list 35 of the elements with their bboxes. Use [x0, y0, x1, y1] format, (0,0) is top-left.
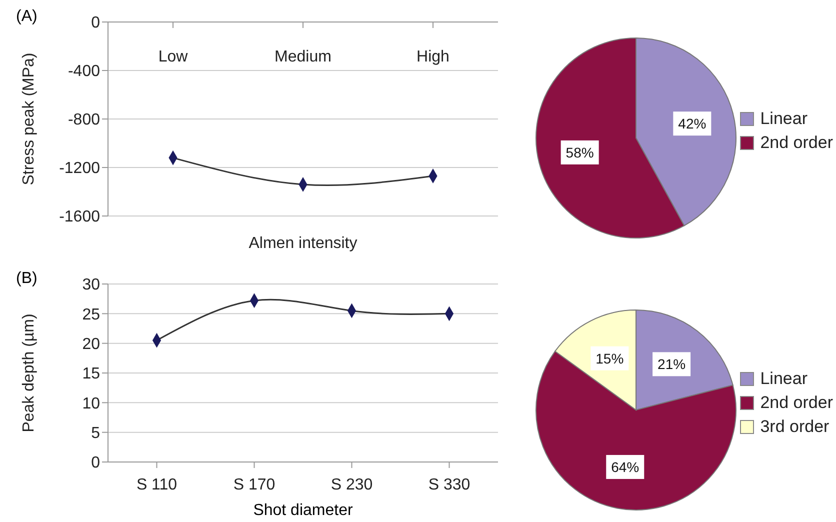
x-tick-label: Low	[158, 48, 188, 66]
data-label: 15%	[596, 350, 624, 366]
x-tick-label: High	[416, 48, 450, 66]
y-tick-label: -1600	[59, 208, 100, 226]
x-tick-label: S 330	[428, 476, 470, 494]
y-tick-label: 15	[82, 366, 100, 383]
y-tick-label: 10	[82, 395, 100, 412]
y-tick-label: 0	[91, 454, 100, 472]
legend-label: Linear	[760, 109, 808, 129]
x-tick-label: S 110	[136, 476, 178, 494]
y-axis-title: Peak depth (µm)	[20, 314, 38, 432]
y-axis-title: Stress peak (MPa)	[20, 52, 38, 186]
x-axis-title: Shot diameter	[252, 502, 354, 520]
legend-label: Linear	[760, 369, 808, 389]
x-axis-title: Almen intensity	[248, 235, 358, 252]
y-tick-label: 30	[82, 276, 100, 294]
data-label: 58%	[566, 144, 594, 160]
y-tick-label: 20	[82, 336, 100, 354]
chart-title: (B)	[16, 270, 38, 288]
x-tick-label: Medium	[274, 48, 332, 66]
data-label: 21%	[658, 356, 686, 372]
data-label: 64%	[611, 458, 640, 475]
x-tick-label: S 230	[330, 476, 373, 494]
y-tick-label: -800	[68, 112, 100, 129]
y-tick-label: 0	[91, 14, 100, 32]
legend-label: 2nd order	[760, 393, 833, 413]
data-label: 42%	[678, 116, 706, 132]
chart-title: (A)	[16, 8, 38, 26]
y-tick-label: 25	[82, 306, 100, 324]
legend-label: 3rd order	[760, 417, 830, 437]
y-tick-label: 5	[91, 425, 100, 442]
y-tick-label: -400	[68, 63, 100, 80]
x-tick-label: S 170	[233, 476, 276, 494]
legend-label: 2nd order	[760, 133, 833, 153]
y-tick-label: -1200	[59, 160, 100, 178]
